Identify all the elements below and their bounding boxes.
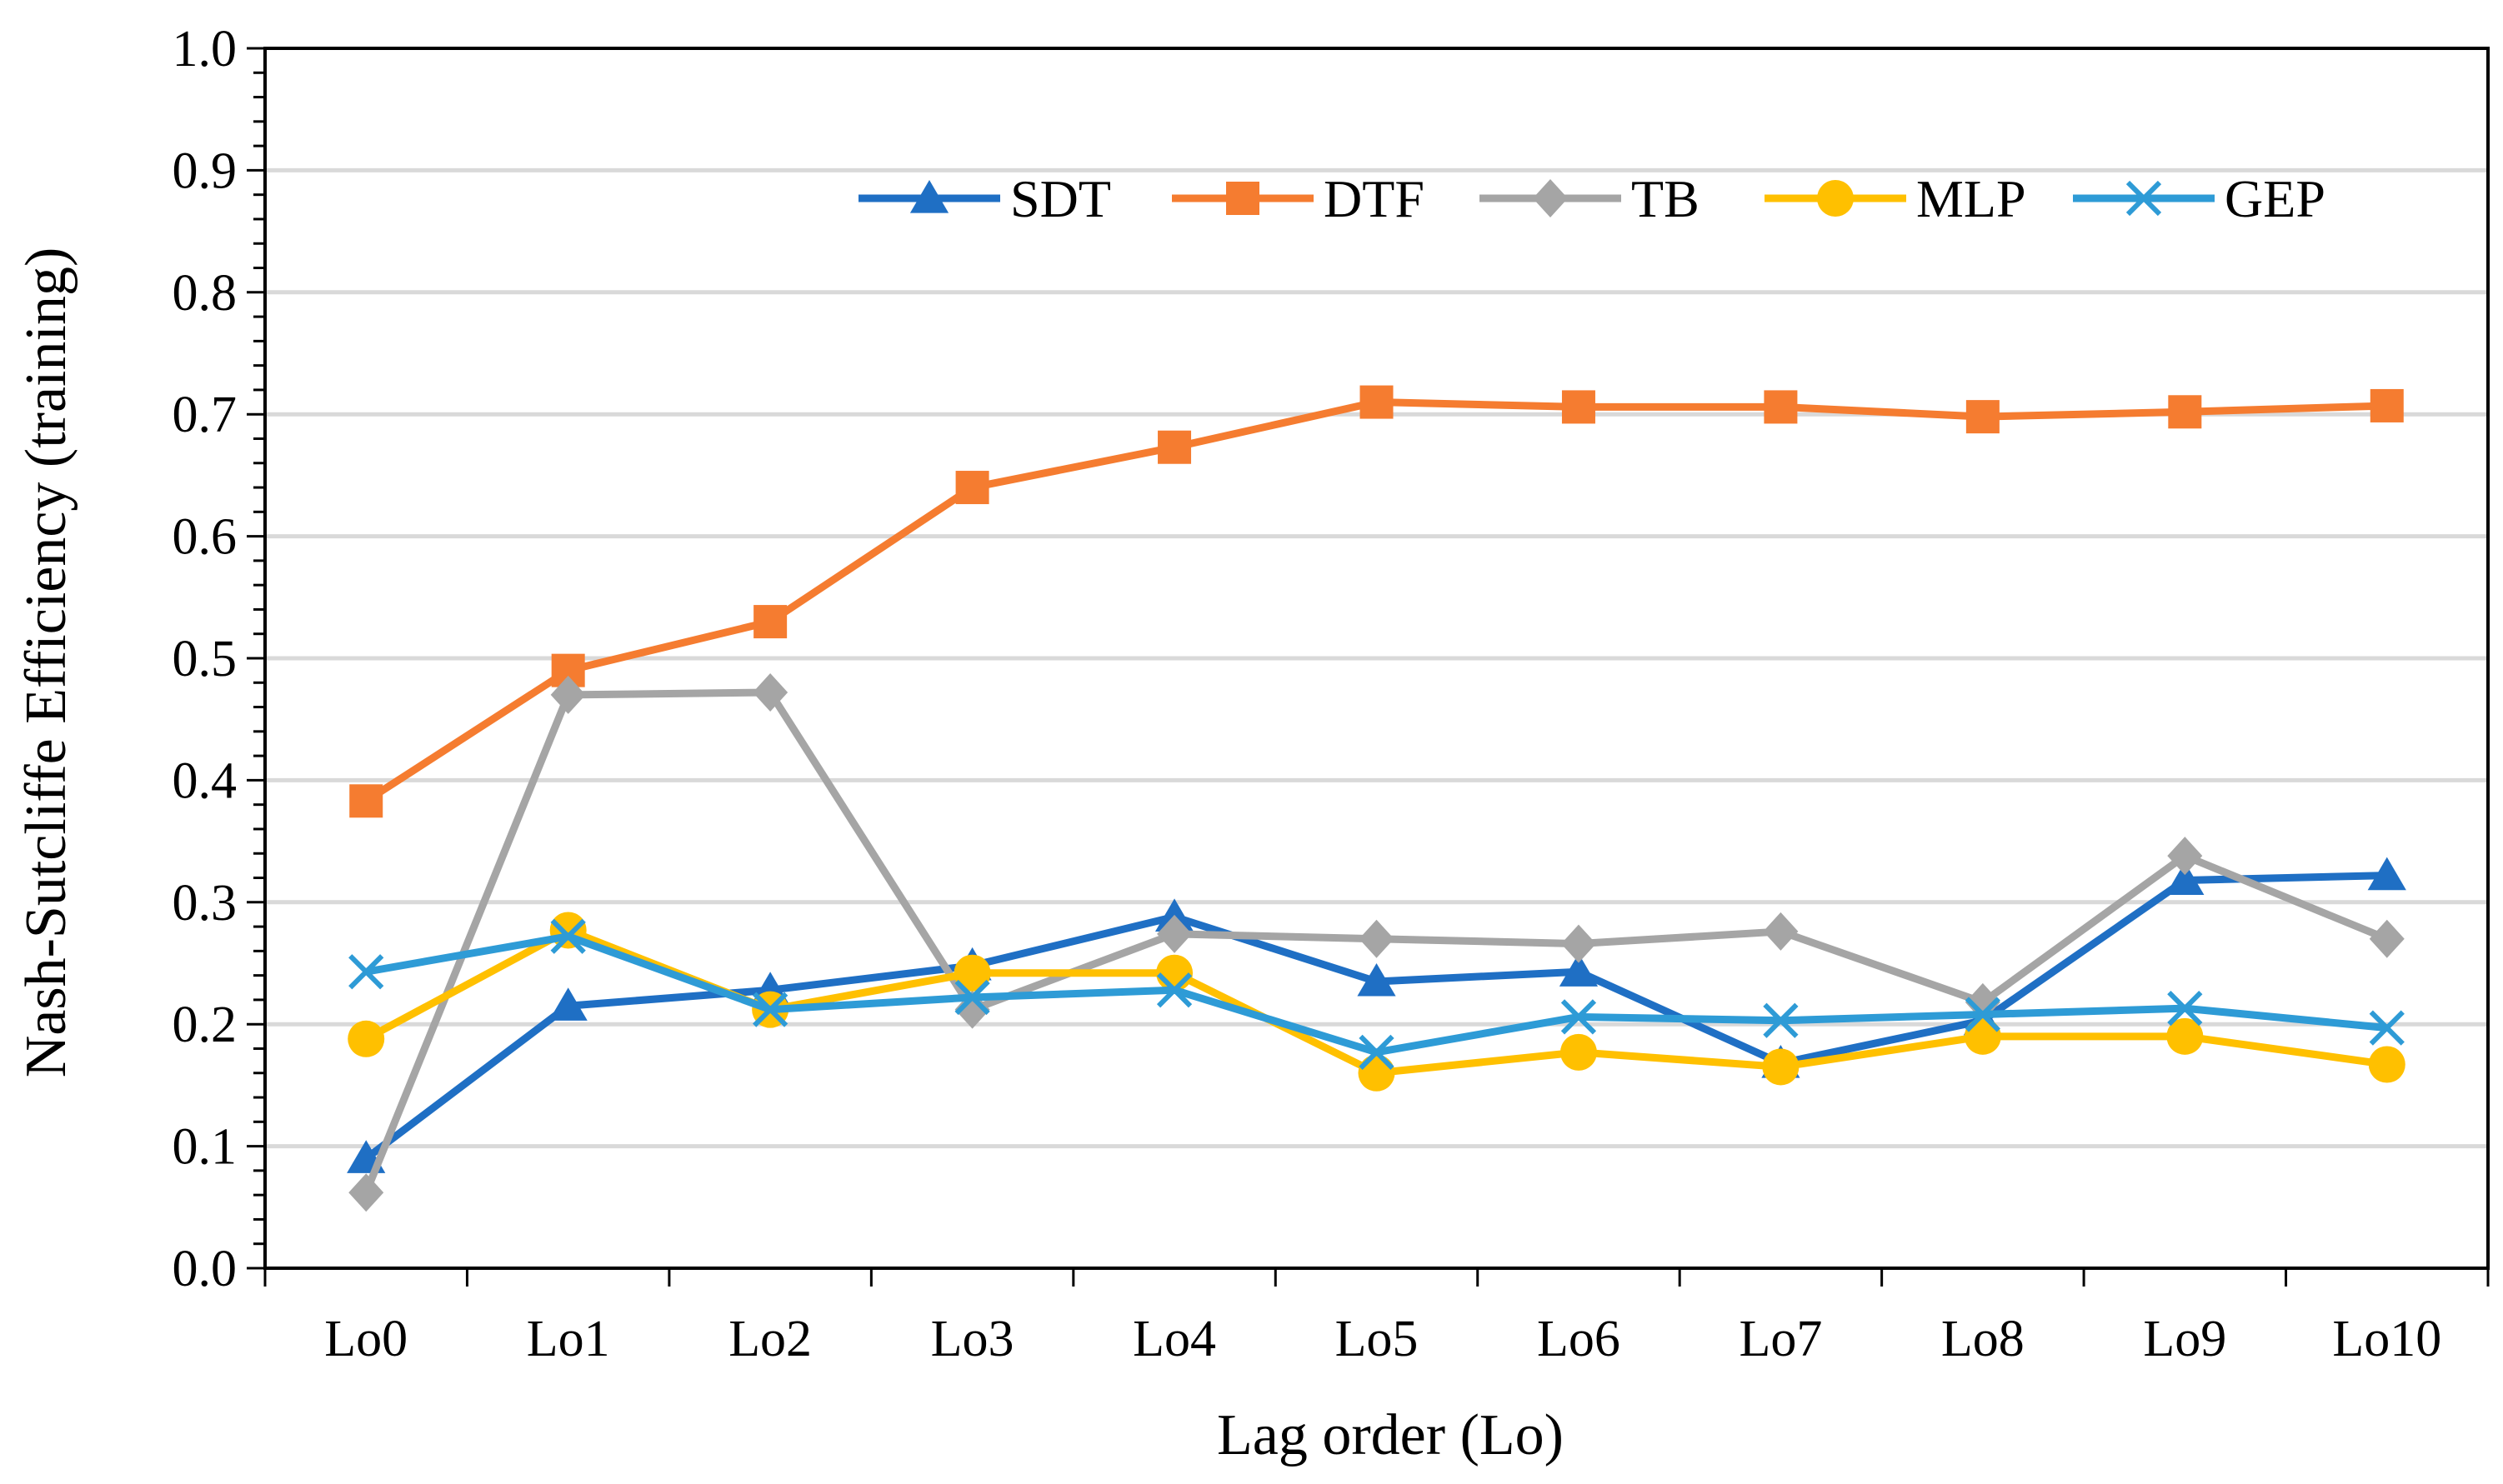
legend-marker [2125, 180, 2162, 217]
data-point-mlp [954, 954, 991, 992]
legend-item-mlp: MLP [1765, 169, 2026, 228]
data-point-sdt [1559, 953, 1599, 987]
x-tick-label: Lo9 [2143, 1311, 2226, 1367]
legend: SDT DTF TB MLP GEP [859, 169, 2325, 228]
data-point-tb [1560, 924, 1596, 963]
legend-marker [1226, 182, 1259, 215]
y-tick-label: 0.0 [173, 1241, 238, 1297]
legend-item-gep: GEP [2073, 169, 2325, 228]
legend-label: GEP [2225, 169, 2325, 228]
x-tick-label: Lo4 [1133, 1311, 1216, 1367]
x-tick-label: Lo10 [2332, 1311, 2441, 1367]
data-point-mlp [1559, 1033, 1597, 1071]
data-point-dtf [1764, 390, 1798, 424]
data-point-dtf [1965, 400, 2000, 434]
x-tick-label: Lo0 [324, 1311, 408, 1367]
legend-label: TB [1631, 169, 1700, 228]
data-point-mlp [1964, 1017, 2001, 1055]
data-point-dtf [753, 605, 788, 639]
y-tick-label: 0.8 [173, 265, 238, 322]
data-point-tb [2167, 837, 2203, 876]
data-point-dtf [955, 471, 989, 505]
data-point-tb [1359, 919, 1394, 958]
x-tick-labels: Lo0 Lo1 Lo2 Lo3 Lo4 Lo5 Lo6 Lo7 Lo8 Lo9 Lo10 [324, 1311, 2441, 1367]
axes [247, 47, 2490, 1287]
x-tick-label: Lo8 [1941, 1311, 2025, 1367]
data-point-sdt [1357, 962, 1396, 997]
x-tick-label: Lo5 [1335, 1311, 1419, 1367]
y-tick-label: 0.3 [173, 875, 238, 932]
data-point-mlp [1358, 1054, 1395, 1092]
y-tick-label: 1.0 [173, 21, 238, 77]
series-tb [348, 672, 2405, 1212]
data-point-mlp [1762, 1048, 1800, 1086]
data-point-dtf [1158, 430, 1192, 464]
legend-label: DTF [1324, 169, 1424, 228]
data-point-tb [1157, 914, 1193, 953]
grid-lines [265, 167, 2488, 1149]
x-tick-label: Lo2 [728, 1311, 812, 1367]
data-point-mlp [2166, 1017, 2204, 1055]
series-lines [347, 385, 2406, 1212]
x-tick-label: Lo1 [527, 1311, 610, 1367]
data-point-gep [1763, 1002, 1799, 1038]
data-point-mlp [348, 1020, 385, 1057]
y-tick-label: 0.6 [173, 509, 238, 566]
data-point-dtf [2370, 388, 2404, 422]
data-point-tb [753, 672, 788, 712]
x-tick-label: Lo3 [931, 1311, 1014, 1367]
data-point-mlp [1156, 954, 1194, 992]
legend-label: MLP [1916, 169, 2026, 228]
data-point-tb [2369, 919, 2405, 958]
data-point-sdt [2367, 857, 2406, 891]
legend-marker [1817, 180, 1854, 217]
data-point-gep [954, 979, 990, 1016]
legend-item-sdt: SDT [859, 169, 1111, 228]
data-point-gep [753, 992, 788, 1027]
legend-marker [1533, 179, 1568, 217]
series-gep [348, 918, 2405, 1070]
data-point-dtf [1561, 390, 1595, 424]
y-tick-labels: 0.0 0.1 0.2 0.3 0.4 0.5 0.6 0.7 0.8 0.9 1.0 [173, 21, 238, 1297]
y-tick-label: 0.5 [173, 631, 238, 687]
data-point-dtf [349, 784, 383, 818]
data-point-gep [550, 918, 586, 954]
y-tick-label: 0.7 [173, 387, 238, 443]
legend-label: SDT [1010, 169, 1111, 228]
legend-marker [909, 180, 949, 213]
y-tick-label: 0.1 [173, 1119, 238, 1176]
data-point-gep [1560, 999, 1597, 1035]
legend-item-tb: TB [1479, 169, 1700, 228]
data-point-gep [1965, 997, 2000, 1032]
y-tick-label: 0.4 [173, 752, 238, 809]
data-point-gep [1156, 972, 1193, 1008]
y-tick-label: 0.2 [173, 997, 238, 1053]
data-point-tb [550, 675, 586, 714]
data-point-sdt [548, 987, 588, 1021]
x-tick-label: Lo7 [1739, 1311, 1822, 1367]
data-point-gep [1359, 1034, 1394, 1070]
x-axis-title: Lag order (Lo) [1217, 1403, 1564, 1467]
series-dtf [349, 385, 2404, 818]
y-tick-label: 0.9 [173, 142, 238, 199]
data-point-gep [2167, 991, 2203, 1027]
x-tick-label: Lo6 [1537, 1311, 1620, 1367]
y-axis-title: Nash-Sutcliffe Efficiency (training) [14, 247, 78, 1078]
legend-item-dtf: DTF [1172, 169, 1424, 228]
data-point-gep [2369, 1010, 2405, 1046]
data-point-tb [1763, 912, 1799, 951]
data-point-sdt [2165, 862, 2205, 896]
data-point-dtf [2168, 395, 2202, 429]
data-point-mlp [2368, 1046, 2405, 1083]
data-point-gep [348, 954, 384, 990]
data-point-dtf [1359, 385, 1394, 419]
data-point-tb [348, 1173, 384, 1212]
